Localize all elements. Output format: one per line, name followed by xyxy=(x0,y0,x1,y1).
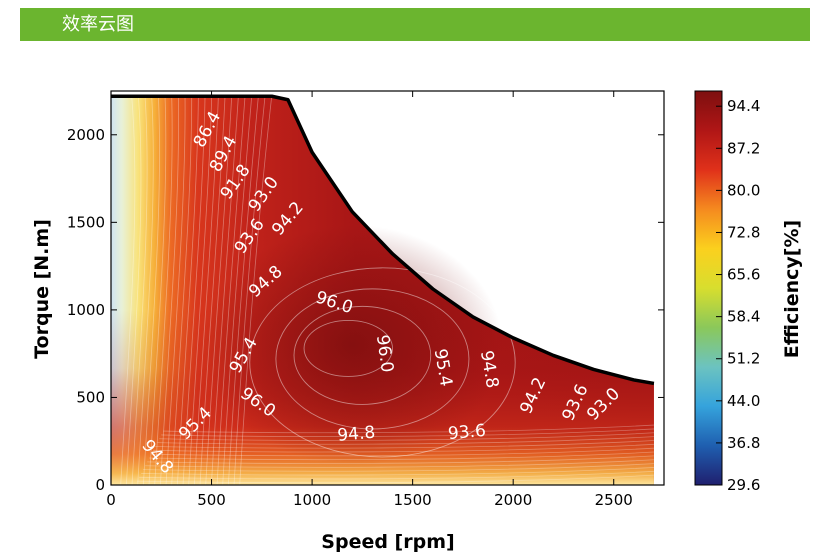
section-title: 效率云图 xyxy=(62,14,134,35)
contour-line xyxy=(188,96,213,485)
contour-label: 94.8 xyxy=(337,423,376,446)
colorbar-tick-label: 94.4 xyxy=(727,97,760,115)
colorbar-tick-label: 29.6 xyxy=(727,476,760,494)
contour-line xyxy=(141,467,654,476)
contour-line xyxy=(155,440,654,449)
contour-line xyxy=(120,96,136,485)
contour-line xyxy=(151,447,654,457)
contour-line xyxy=(199,96,226,485)
contour-line xyxy=(157,436,654,445)
x-axis-label: Speed [rpm] xyxy=(321,531,454,553)
y-axis-label: Torque [N.m] xyxy=(31,219,53,359)
contour-line xyxy=(249,267,516,458)
contour-line xyxy=(148,96,167,485)
y-tick-label: 0 xyxy=(95,476,105,494)
contour-line xyxy=(303,319,393,377)
colorbar-tick-label: 51.2 xyxy=(727,350,760,368)
plot-area: 86.489.491.893.093.6 94.294.896.096.095.4… xyxy=(111,91,664,485)
contour-line xyxy=(293,305,432,405)
contour-line xyxy=(149,451,654,461)
contour-line xyxy=(193,96,219,485)
colorbar-tick-label: 36.8 xyxy=(727,434,760,452)
contour-line xyxy=(222,96,253,485)
contour-line xyxy=(131,96,148,485)
x-tick-label: 1500 xyxy=(394,491,432,509)
contour-line xyxy=(275,288,470,430)
contour-line xyxy=(176,96,199,485)
colorbar-tick-label: 87.2 xyxy=(727,139,760,157)
contour-line xyxy=(205,96,233,485)
plot-frame xyxy=(110,90,665,486)
contour-line xyxy=(182,96,206,485)
contour-line xyxy=(216,96,246,485)
contour-line xyxy=(125,96,142,485)
colorbar: 94.4 87.2 80.0 72.8 65.6 58.4 51.2 44.0 36.8 29.6 xyxy=(694,90,760,494)
contour-line xyxy=(239,96,273,485)
contour-line xyxy=(139,470,654,480)
colorbar-tick-label: 72.8 xyxy=(727,223,760,241)
x-tick-label: 500 xyxy=(197,491,226,509)
contour-label: 93.6 xyxy=(447,421,486,444)
y-tick-label: 1500 xyxy=(67,213,105,231)
x-tick-label: 2500 xyxy=(595,491,633,509)
contour-line xyxy=(153,443,654,453)
colorbar-tick-label: 58.4 xyxy=(727,308,760,326)
section-header: 效率云图 xyxy=(20,8,810,41)
x-tick-label: 1000 xyxy=(293,491,331,509)
contour-line xyxy=(227,96,259,485)
y-tick-label: 1000 xyxy=(67,301,105,319)
contour-line xyxy=(137,96,154,485)
colorbar-tick-label: 44.0 xyxy=(727,392,760,410)
colorbar-tick-label: 80.0 xyxy=(727,181,760,199)
contour-line xyxy=(165,96,186,485)
y-tick-label: 500 xyxy=(76,388,105,406)
max-torque-curve xyxy=(111,94,655,386)
contour-line xyxy=(143,463,654,472)
contour-line xyxy=(171,96,193,485)
contour-line xyxy=(163,424,654,434)
contour-line xyxy=(154,96,173,485)
contour-line xyxy=(159,432,654,441)
contour-line xyxy=(142,96,160,485)
contour-line xyxy=(137,474,654,484)
contour-line xyxy=(147,455,654,464)
contour-line xyxy=(145,459,654,468)
colorbar-label: Efficiency[%] xyxy=(781,220,803,358)
contour-line xyxy=(161,428,654,437)
contour-line xyxy=(233,96,266,485)
x-tick-label: 0 xyxy=(106,491,116,509)
y-tick-label: 2000 xyxy=(67,126,105,144)
colorbar-gradient xyxy=(694,90,723,486)
contour-line xyxy=(159,96,179,485)
x-tick-label: 2000 xyxy=(494,491,532,509)
contour-line xyxy=(210,96,239,485)
colorbar-tick-label: 65.6 xyxy=(727,266,760,284)
